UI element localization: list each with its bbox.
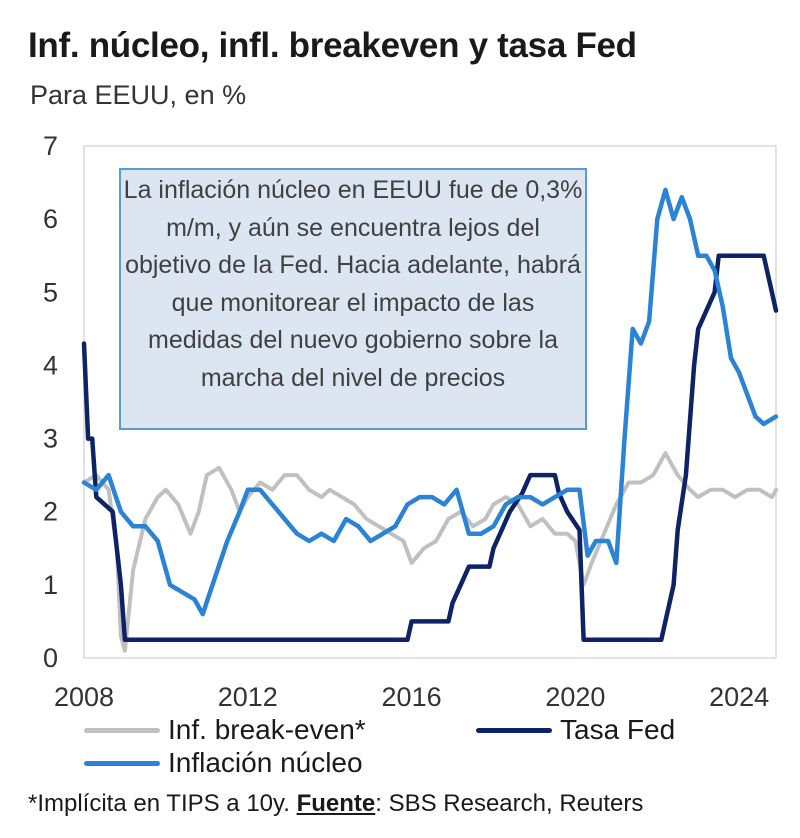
legend-item-fed: Tasa Fed <box>476 714 675 746</box>
x-tick-label: 2024 <box>709 682 769 712</box>
chart-title: Inf. núcleo, infl. breakeven y tasa Fed <box>28 26 637 65</box>
legend-line-fed <box>476 727 552 733</box>
legend-label-breakeven: Inf. break-even* <box>168 714 366 745</box>
footnote-text: *Implícita en TIPS a 10y. <box>28 790 297 817</box>
y-tick-label: 4 <box>43 350 58 380</box>
footnote: *Implícita en TIPS a 10y. Fuente: SBS Re… <box>28 790 643 818</box>
legend-line-core <box>84 760 160 766</box>
y-tick-label: 1 <box>43 570 58 600</box>
y-tick-label: 5 <box>43 277 58 307</box>
series-line-core <box>81 187 779 617</box>
legend-item-core: Inflación núcleo <box>84 747 363 779</box>
y-tick-label: 2 <box>43 497 58 527</box>
y-tick-label: 3 <box>43 424 58 454</box>
series-line-fed <box>81 253 779 642</box>
legend-label-fed: Tasa Fed <box>560 714 676 745</box>
x-tick-label: 2008 <box>54 682 114 712</box>
x-tick-label: 2020 <box>545 682 605 712</box>
legend-item-breakeven: Inf. break-even* <box>84 714 366 746</box>
y-axis-ticks: 0 1 2 3 4 5 6 7 <box>43 131 58 673</box>
legend-line-breakeven <box>84 727 160 733</box>
series-line-breakeven <box>82 451 778 653</box>
footnote-source: : SBS Research, Reuters <box>375 790 644 817</box>
plot-area-border <box>83 145 777 659</box>
x-axis-ticks: 2008 2012 2016 2020 2024 <box>54 682 769 712</box>
x-tick-label: 2012 <box>218 682 278 712</box>
series-layer <box>81 187 779 653</box>
y-tick-label: 6 <box>43 204 58 234</box>
chart-subtitle: Para EEUU, en % <box>30 80 247 110</box>
annotation-box: La inflación núcleo en EEUU fue de 0,3% … <box>119 168 587 430</box>
y-tick-label: 0 <box>43 643 58 673</box>
legend-label-core: Inflación núcleo <box>168 747 363 778</box>
x-tick-label: 2016 <box>382 682 442 712</box>
footnote-source-label: Fuente <box>296 790 376 817</box>
y-tick-label: 7 <box>43 131 58 161</box>
